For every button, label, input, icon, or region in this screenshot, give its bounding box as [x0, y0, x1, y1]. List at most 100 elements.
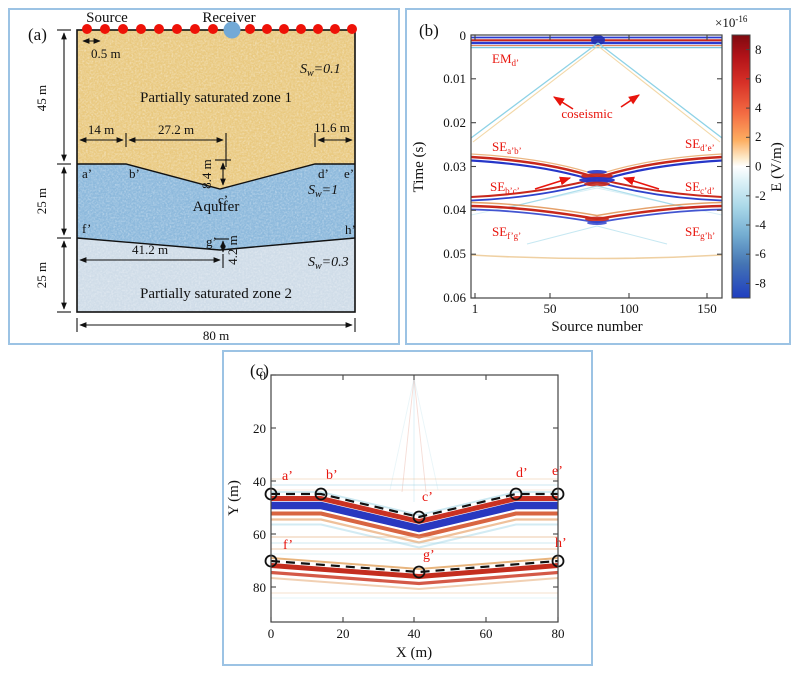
dim-seg-de: 11.6 m	[314, 120, 350, 135]
point-e: e’	[344, 166, 354, 181]
lower-interface-dashed	[270, 559, 559, 574]
xtick: 1	[472, 301, 479, 316]
source-dot	[82, 24, 92, 34]
ytick: 20	[253, 421, 266, 436]
dim-sag-g: 4.2 m	[225, 235, 240, 265]
ytick: 0.05	[443, 246, 466, 261]
upper-interface-line	[77, 163, 355, 190]
marker-g	[412, 565, 426, 579]
wavefield-c	[271, 377, 558, 599]
upper-interface-dashed	[271, 492, 558, 519]
xtick: 0	[268, 626, 275, 641]
source-label: Source	[86, 10, 128, 26]
cbar-tick: 4	[755, 100, 762, 115]
source-dot	[190, 24, 200, 34]
cbar-tick: 6	[755, 71, 762, 86]
sw-zone2: Sw=0.3	[308, 255, 349, 272]
se-de-label: SEd’e’	[685, 136, 715, 153]
interface-overlay: a’ b’ c’ d’ e’ f’ g’ h’	[264, 464, 567, 579]
panel-c-label: (c)	[250, 361, 269, 380]
dim-zone1-thickness: 45 m	[34, 85, 49, 111]
point-b: b’	[129, 166, 140, 181]
se-cd-label: SEc’d’	[685, 179, 715, 196]
panel-a: Source Receiver (a)	[8, 8, 400, 345]
cbar-tick: -6	[755, 246, 766, 261]
source-dot	[208, 24, 218, 34]
point-h: h’	[345, 222, 356, 237]
annotations-b: EMd’ coseismic SEa’b’ SEd’e’ SEb’c’ SEc’…	[490, 51, 715, 241]
aquifer-texture	[77, 164, 355, 250]
ytick: 0.04	[443, 202, 466, 217]
panel-b-label: (b)	[419, 21, 439, 40]
source-dot	[313, 24, 323, 34]
marker-c	[412, 510, 426, 524]
zone1-label: Partially saturated zone 1	[140, 90, 292, 106]
source-dot	[136, 24, 146, 34]
colorbar-ticks	[746, 49, 750, 284]
dim-seg-ab: 14 m	[88, 122, 114, 137]
source-dot	[296, 24, 306, 34]
sw-zone1: Sw=0.1	[300, 62, 341, 79]
aquifer-label: Aquifer	[193, 199, 240, 215]
se-bc-arrow	[534, 176, 572, 190]
label-d: d’	[516, 466, 528, 481]
source-dot	[172, 24, 182, 34]
wavefield-b	[471, 35, 722, 260]
ytick: 0.01	[443, 71, 466, 86]
ytick: 0.06	[443, 290, 466, 305]
ytick: 0.02	[443, 115, 466, 130]
cbar-tick: 2	[755, 129, 762, 144]
se-ab-label: SEa’b’	[492, 139, 522, 156]
label-g: g’	[423, 548, 435, 563]
coseismic-label: coseismic	[561, 106, 612, 121]
source-dot	[245, 24, 255, 34]
dimension-labels: 0.5 m 45 m 25 m 25 m 14 m 27.2 m 11.6 m …	[34, 46, 350, 343]
se-cd-arrow	[622, 176, 660, 190]
cbar-tick: 0	[755, 159, 762, 174]
em-label: EMd’	[492, 51, 519, 68]
se-bc-label: SEb’c’	[490, 179, 520, 196]
source-dot	[262, 24, 272, 34]
dim-seg-bc: 27.2 m	[158, 122, 194, 137]
ytick: 40	[253, 474, 266, 489]
colorbar-exponent: ×10-16	[715, 14, 748, 30]
gather-plot: (b)	[411, 14, 785, 335]
interface-point-labels: a’ b’ c’ d’ e’ f’ g’ h’	[82, 166, 356, 249]
panel-b: (b)	[405, 8, 791, 345]
ytick: 0	[460, 28, 467, 43]
axis-ticks-b	[471, 34, 722, 299]
plot-area	[471, 35, 722, 298]
zone1-texture	[77, 30, 355, 189]
point-a: a’	[82, 166, 92, 181]
xtick: 100	[619, 301, 639, 316]
xtick-labels-c: 0 20 40 60 80	[268, 626, 565, 641]
panel-c: (c)	[222, 350, 593, 666]
source-dots	[82, 24, 357, 34]
colorbar-tick-labels: 8 6 4 2 0 -2 -4 -6 -8	[755, 42, 766, 291]
xtick: 40	[408, 626, 421, 641]
label-a: a’	[282, 469, 293, 484]
ytick-labels-b: 0 0.01 0.02 0.03 0.04 0.05 0.06	[443, 28, 466, 305]
label-h: h’	[555, 536, 567, 551]
xtick: 50	[544, 301, 557, 316]
image-plot: (c)	[226, 361, 567, 661]
source-dot	[100, 24, 110, 34]
y-axis-label-b: Time (s)	[411, 142, 427, 193]
colorbar-label: E (V/m)	[769, 142, 785, 192]
point-g: g’	[206, 234, 217, 249]
ytick-labels-c: 0 20 40 60 80	[253, 368, 266, 595]
x-axis-label-b: Source number	[551, 319, 642, 335]
xtick-labels-b: 1 50 100 150	[472, 301, 717, 316]
axis-ticks-c	[270, 374, 559, 622]
x-axis-label-c: X (m)	[396, 645, 432, 661]
model-diagram: Source Receiver (a)	[28, 10, 357, 343]
point-f: f’	[82, 221, 91, 236]
source-receiver-array: Source Receiver	[82, 10, 357, 39]
panel-a-label: (a)	[28, 25, 47, 44]
source-dot	[347, 24, 357, 34]
receiver-label: Receiver	[202, 10, 255, 26]
marker-d	[509, 487, 523, 501]
ytick: 0	[260, 368, 267, 383]
cbar-tick: -8	[755, 276, 766, 291]
